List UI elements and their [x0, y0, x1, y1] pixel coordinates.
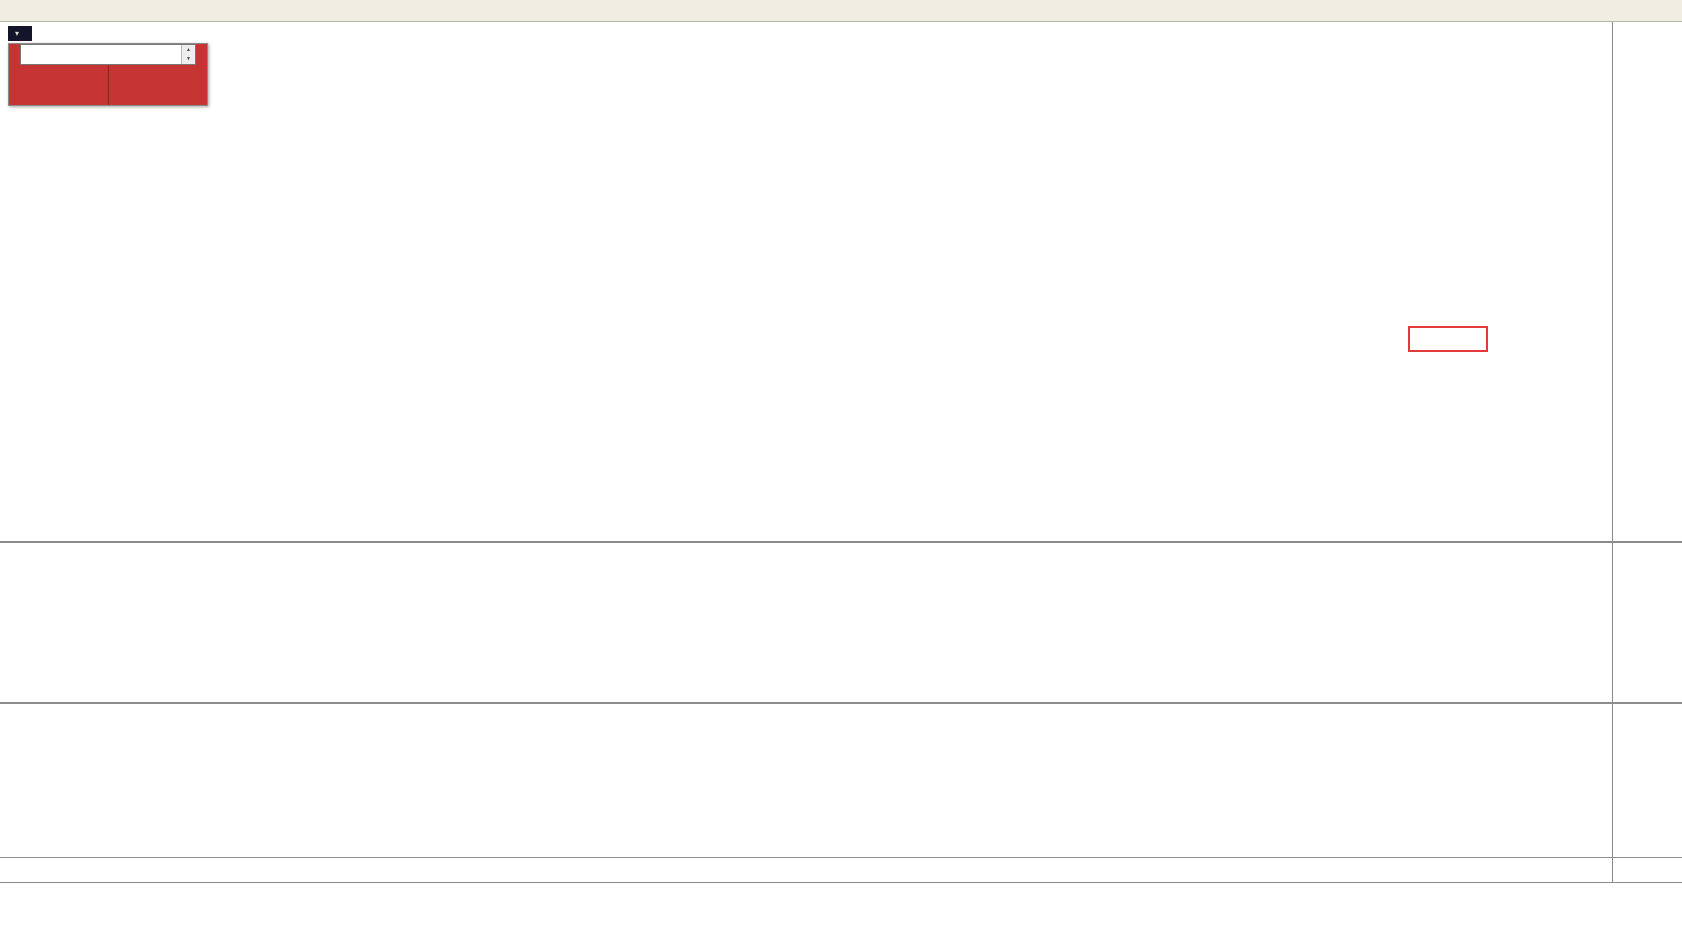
toolbar — [0, 0, 1682, 22]
volume-field: ▲ ▼ — [20, 44, 196, 65]
one-click-trading-panel: ▲ ▼ — [8, 43, 208, 106]
price-callout-label[interactable] — [1408, 326, 1488, 352]
trade-panel-top-row: ▲ ▼ — [9, 44, 207, 65]
chart-info-line: ▾ — [8, 26, 33, 41]
volume-spinner: ▲ ▼ — [181, 45, 195, 64]
sell-button[interactable] — [9, 44, 20, 65]
sell-price-button[interactable] — [9, 65, 109, 105]
trade-panel-price-row — [9, 65, 207, 105]
buy-price-button[interactable] — [108, 65, 207, 105]
time-axis-line — [0, 857, 1682, 858]
chart-canvas[interactable] — [0, 0, 1682, 882]
buy-button[interactable] — [196, 44, 207, 65]
volume-input[interactable] — [21, 45, 181, 64]
time-axis[interactable] — [0, 858, 1612, 882]
one-click-collapse-icon[interactable]: ▾ — [15, 29, 20, 38]
panel-separator[interactable] — [0, 541, 1682, 543]
panel-separator[interactable] — [0, 702, 1682, 704]
price-axis[interactable] — [1612, 22, 1682, 882]
volume-decrease-button[interactable]: ▼ — [182, 54, 195, 64]
window-bottom-border — [0, 882, 1682, 883]
volume-increase-button[interactable]: ▲ — [182, 45, 195, 55]
